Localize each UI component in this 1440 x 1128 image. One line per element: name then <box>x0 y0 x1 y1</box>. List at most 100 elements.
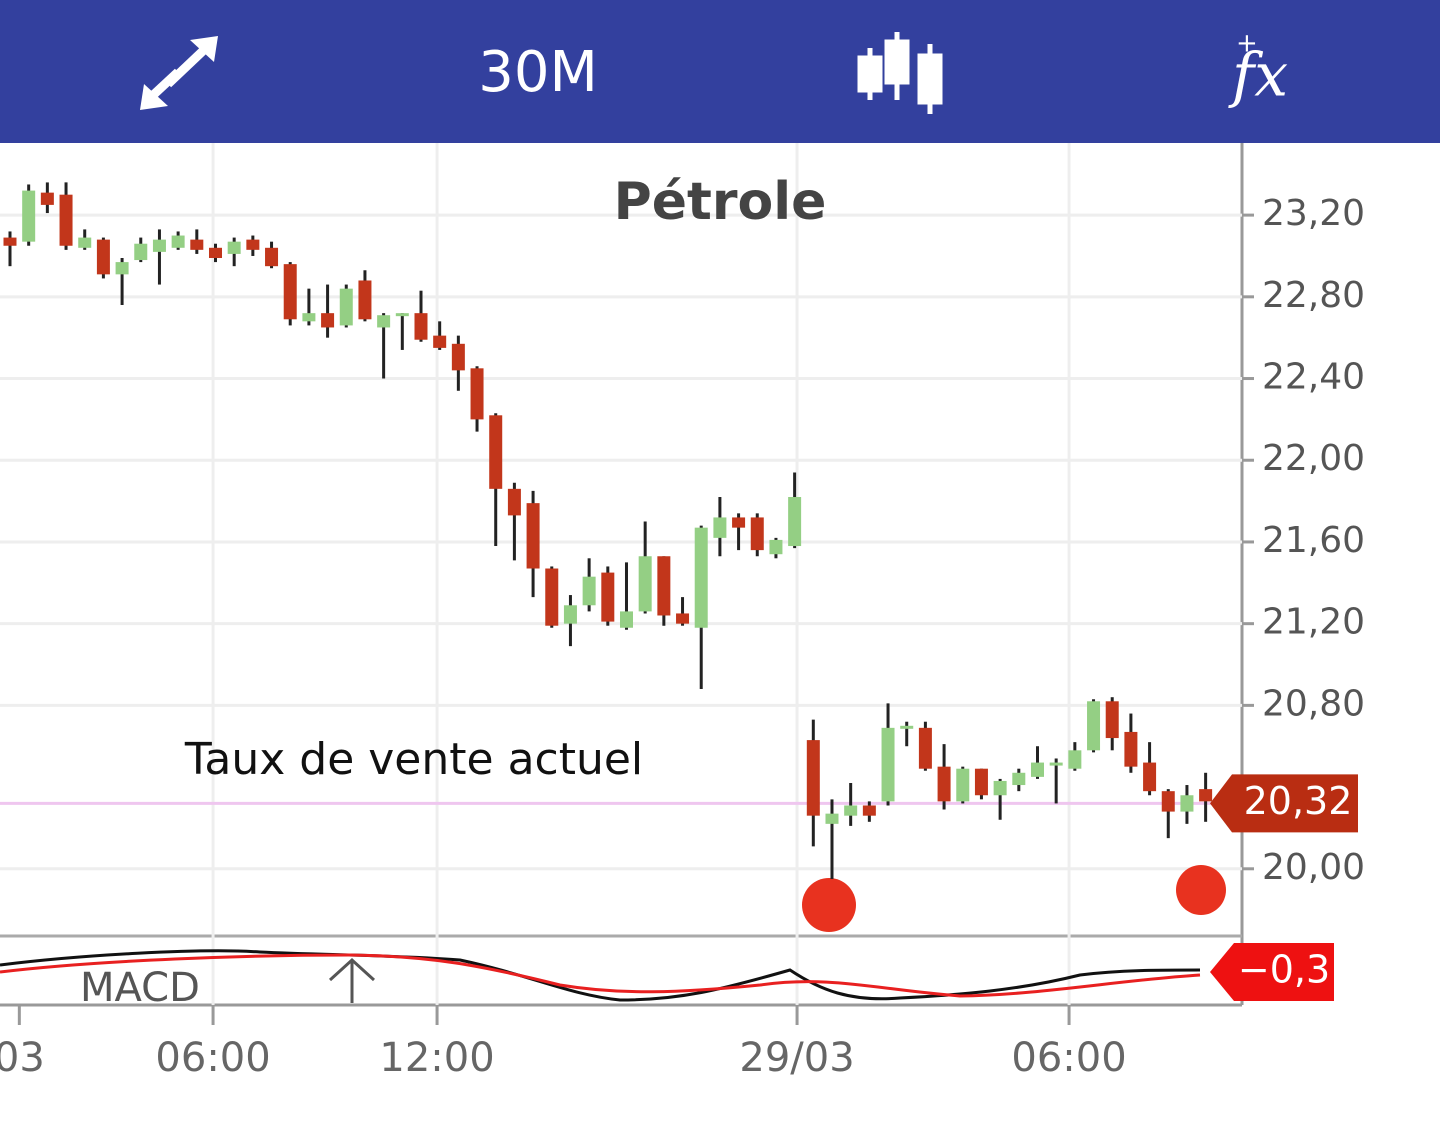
x-tick-label: 06:00 <box>155 1035 270 1081</box>
candle-body <box>937 766 951 802</box>
marker-dot <box>1176 865 1226 915</box>
expand-button[interactable] <box>140 36 218 110</box>
candle-body <box>302 313 316 322</box>
annotation: Taux de vente actuel <box>184 734 643 785</box>
current-price-box <box>1210 774 1358 833</box>
candle-body <box>489 415 503 489</box>
candle-body <box>788 497 802 547</box>
indicator-icon: fx <box>1228 41 1288 111</box>
candle-body <box>1030 762 1044 777</box>
marker-dot <box>802 878 856 932</box>
candle-body <box>451 343 465 371</box>
candle-body <box>59 194 73 246</box>
candle-body <box>190 239 204 250</box>
candle-body <box>676 613 690 624</box>
x-tick-label: 12:00 <box>379 1035 494 1081</box>
candle-body <box>1161 791 1175 812</box>
y-tick-label: 22,00 <box>1262 438 1365 479</box>
candle-body <box>862 805 876 816</box>
candle-body <box>1068 750 1082 769</box>
candle-body <box>265 247 279 267</box>
candle-body <box>321 313 335 328</box>
toolbar <box>0 0 1440 143</box>
macd-panel: MACD <box>0 949 1201 1011</box>
candle-body <box>246 239 260 250</box>
candle-body <box>115 262 129 275</box>
candle-body <box>40 192 54 205</box>
candle-body <box>152 239 166 252</box>
candle-body <box>844 805 858 816</box>
candle-body <box>1012 772 1026 786</box>
y-tick-label: 20,00 <box>1262 847 1365 888</box>
candle-body <box>3 237 17 246</box>
indicator-plus: + <box>1236 29 1258 59</box>
candle-body <box>283 264 297 320</box>
candle-body <box>526 503 540 569</box>
candle-body <box>227 241 241 254</box>
candle-body <box>358 280 372 320</box>
candle-body <box>395 313 409 317</box>
macd-arrow <box>328 957 376 982</box>
candle-body <box>1124 731 1138 767</box>
x-tick-label: 03 <box>0 1035 45 1081</box>
candle-body <box>582 576 596 606</box>
candle-body <box>1049 762 1063 766</box>
candle-body <box>825 813 839 824</box>
candle-body <box>694 527 708 628</box>
macd-label: MACD <box>80 965 200 1011</box>
macd-value-label: −0,3 <box>1238 948 1330 992</box>
candle-body <box>900 725 914 729</box>
grid <box>0 143 1242 1005</box>
candle-body <box>414 313 428 340</box>
candle-body <box>601 572 615 622</box>
candle-body <box>507 488 521 516</box>
candle-body <box>638 556 652 612</box>
candle-body <box>993 780 1007 796</box>
macd-value-box <box>1210 943 1334 1001</box>
candle-body <box>1087 701 1101 751</box>
macd-line <box>0 949 1201 1002</box>
candle-body <box>134 243 148 261</box>
candle-body <box>470 368 484 420</box>
y-tick-label: 22,40 <box>1262 357 1365 398</box>
candle-body <box>769 539 783 555</box>
candle-body <box>22 190 36 242</box>
candle-body <box>956 768 970 802</box>
chart-title: Pétrole <box>614 172 827 232</box>
candle-body <box>433 335 447 348</box>
y-tick-label: 20,80 <box>1262 683 1365 724</box>
candle-body <box>1143 762 1157 792</box>
candle-body <box>1180 795 1194 812</box>
candle-body <box>750 517 764 551</box>
candle-body <box>619 611 633 628</box>
y-tick-label: 22,80 <box>1262 275 1365 316</box>
candle-body <box>974 768 988 796</box>
candle-body <box>563 605 577 624</box>
candle-body <box>806 740 820 816</box>
candle-body <box>78 237 92 248</box>
x-tick-label: 29/03 <box>739 1035 854 1081</box>
candle-body <box>1199 789 1213 802</box>
y-tick-label: 21,60 <box>1262 520 1365 561</box>
candle-body <box>732 517 746 528</box>
candle-body <box>208 247 222 259</box>
candle-body <box>171 235 185 248</box>
timeframe-button[interactable]: 30M <box>478 40 598 105</box>
current-price-label: 20,32 <box>1244 779 1353 823</box>
chart-type-button[interactable] <box>857 32 943 114</box>
candle-body <box>713 517 727 538</box>
y-tick-label: 21,20 <box>1262 602 1365 643</box>
x-tick-label: 06:00 <box>1011 1035 1126 1081</box>
candle-body <box>545 568 559 626</box>
candle-body <box>918 727 932 769</box>
candle-body <box>657 556 671 616</box>
candle-body <box>377 315 391 328</box>
indicator-button[interactable]: + fx <box>1228 29 1288 111</box>
candle-body <box>1105 701 1119 739</box>
y-tick-label: 23,20 <box>1262 193 1365 234</box>
candle-body <box>881 727 895 802</box>
signal-line <box>0 953 1201 998</box>
candle-body <box>339 288 353 326</box>
